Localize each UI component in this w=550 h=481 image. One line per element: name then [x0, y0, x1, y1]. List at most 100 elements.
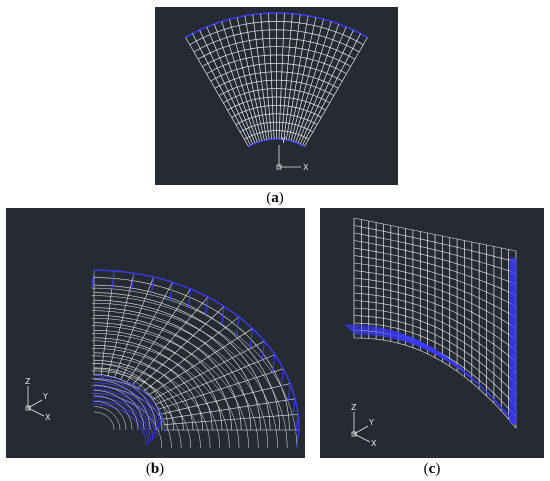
mesh-horizontal	[353, 217, 517, 252]
mesh-radial	[290, 19, 324, 141]
boundary-vertical	[249, 328, 253, 347]
mesh-horizontal	[353, 300, 517, 373]
mesh-radial	[244, 15, 268, 140]
mesh-arc-lower	[91, 302, 278, 449]
inner-mesh-arc	[93, 400, 127, 431]
boundary-vertical	[292, 398, 296, 417]
mesh-horizontal	[353, 270, 517, 329]
boundary-vertical	[280, 368, 284, 387]
panel-c-mesh: Z Y X	[345, 217, 517, 448]
mesh-horizontal	[353, 322, 517, 407]
boundary-vertical	[236, 316, 240, 335]
ucs-z-label: Z	[351, 403, 357, 412]
mesh-radial	[278, 13, 285, 140]
mesh-horizontal	[353, 232, 517, 274]
mesh-radial	[158, 368, 284, 410]
boundary-vertical	[205, 296, 209, 316]
mesh-radial	[213, 23, 258, 143]
mesh-radial	[192, 33, 251, 146]
panel-a-mesh: YX	[185, 12, 368, 172]
mesh-radial	[293, 21, 332, 142]
ucs-z-label: Z	[25, 377, 31, 386]
inner-mesh-arc	[93, 390, 139, 431]
inner-surface-curve	[351, 330, 514, 422]
caption-b: (b)	[145, 461, 165, 477]
inner-wall-arc	[92, 403, 147, 447]
mesh-radial	[297, 26, 347, 144]
inner-mesh-arc	[93, 368, 163, 431]
mesh-horizontal	[353, 277, 517, 340]
mesh-arc-lower	[91, 378, 182, 448]
mesh-arc-lower	[91, 370, 192, 449]
mesh-horizontal	[353, 240, 517, 285]
mesh-radial	[206, 26, 256, 144]
mesh-radial	[143, 316, 240, 392]
mesh-radial	[155, 354, 275, 405]
mesh-radial	[114, 276, 154, 378]
ucs-origin-box	[25, 405, 31, 411]
boundary-vertical	[295, 414, 299, 433]
inner-wall-arc	[93, 382, 160, 435]
inner-surface-curve	[345, 324, 508, 416]
mesh-radial	[252, 14, 270, 140]
ucs-origin-box	[276, 164, 282, 170]
inner-wall-arc	[92, 392, 154, 441]
mesh-radial	[138, 306, 225, 389]
mesh-radial	[221, 21, 260, 142]
ucs-y-label: Y	[368, 418, 374, 427]
boundary-vertical	[272, 354, 276, 373]
inner-surface-curve	[348, 327, 511, 419]
boundary-vertical	[261, 341, 265, 360]
mesh-radial	[288, 17, 317, 141]
boundary-vertical	[169, 282, 173, 301]
mesh-radial	[152, 340, 265, 400]
boundary-vertical	[187, 288, 192, 308]
ucs-x-axis	[27, 407, 45, 417]
mesh-arc-lower	[91, 310, 269, 449]
boundary-vertical	[111, 270, 115, 289]
boundary-vertical	[131, 273, 135, 292]
panel-b-viewport: Z Y X	[6, 208, 305, 458]
mesh-radial	[304, 37, 368, 147]
inner-wall-arc	[92, 389, 156, 438]
inner-mesh-arc	[93, 395, 133, 431]
mesh-arc-lower	[91, 355, 211, 449]
mesh-radial	[236, 17, 265, 141]
mesh-horizontal	[353, 262, 517, 318]
mesh-radial	[107, 273, 135, 377]
mesh-arc-lower	[91, 325, 249, 449]
mesh-radial	[229, 19, 263, 141]
inner-mesh-arc	[94, 411, 115, 430]
boundary-vertical	[287, 383, 291, 402]
mesh-arc-lower	[91, 363, 201, 449]
mesh-radial	[162, 398, 296, 420]
mesh-radial	[299, 29, 354, 145]
ucs-y-label: Y	[280, 136, 286, 145]
mesh-horizontal	[353, 337, 517, 429]
inner-wall-arc	[93, 385, 158, 437]
inner-surface-curve	[352, 332, 515, 423]
mesh-horizontal	[353, 225, 517, 263]
mesh-horizontal	[353, 247, 517, 296]
mesh-radial	[132, 296, 209, 385]
boundary-arc	[248, 138, 305, 148]
mesh-radial	[260, 13, 272, 140]
panel-c-viewport: Z Y X	[320, 208, 544, 458]
ucs-x-label: X	[45, 413, 51, 422]
mesh-horizontal	[353, 292, 517, 362]
mesh-radial	[281, 13, 293, 140]
mesh-horizontal	[353, 255, 517, 307]
inner-mesh-arc	[93, 384, 145, 431]
mesh-arc-lower	[91, 348, 220, 449]
mesh-horizontal	[353, 285, 517, 351]
boundary-vertical	[150, 276, 155, 296]
mesh-horizontal	[353, 307, 517, 385]
mesh-radial	[285, 15, 309, 140]
mesh-radial	[295, 23, 340, 143]
mesh-radial	[160, 383, 291, 415]
ucs-y-label: Y	[42, 392, 48, 401]
inner-wall-arc	[93, 375, 165, 431]
ucs-x-label: X	[303, 163, 309, 172]
caption-c: (c)	[423, 461, 441, 477]
inner-mesh-arc	[93, 363, 169, 431]
